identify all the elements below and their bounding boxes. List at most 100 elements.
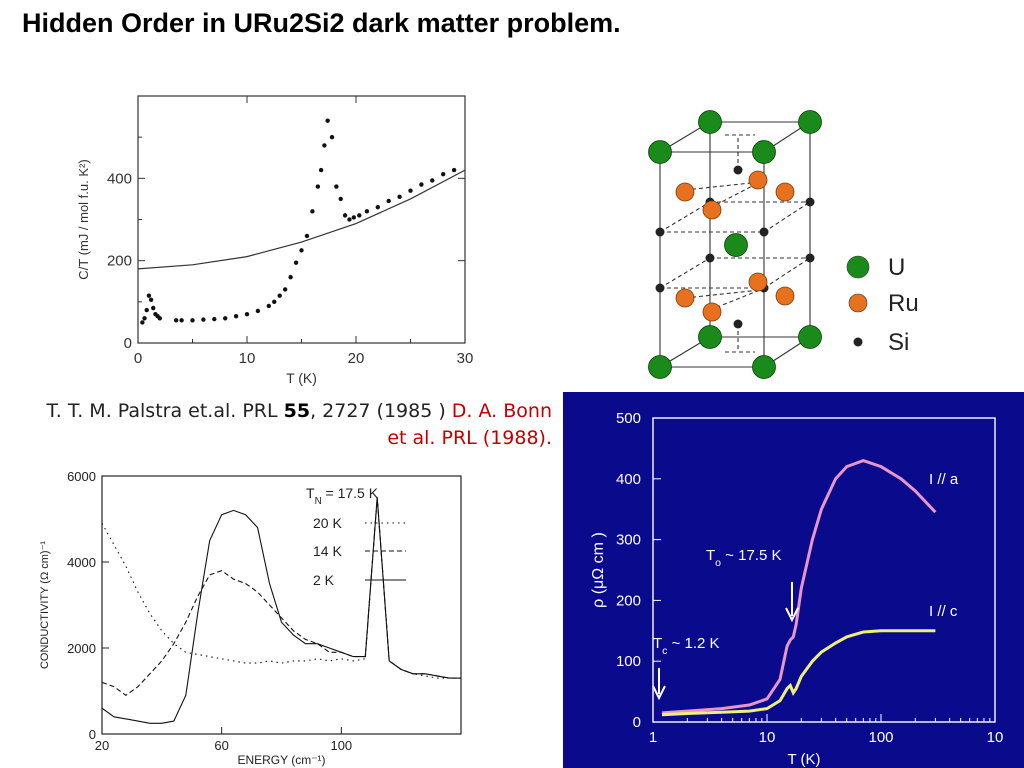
legend-label-u: U [888,254,905,281]
data-point [223,316,228,321]
y-tick-label: 0 [89,727,96,742]
data-point [282,287,288,292]
data-point [190,318,195,323]
y-tick-label: 200 [616,592,641,609]
data-point [288,274,293,280]
data-point [419,182,424,187]
data-point [315,184,321,189]
y-tick-label: 500 [616,410,641,427]
bonn-ref: D. A. Bonn et al. PRL (1988). [387,400,552,449]
data-point [179,318,184,323]
slide-title: Hidden Order in URu2Si2 dark matter prob… [22,8,621,38]
y-tick-label: 400 [616,471,641,488]
y-tick-label: 400 [107,170,132,187]
data-point [397,194,402,200]
data-point [266,303,271,309]
x-tick-label: 10 [987,729,1004,746]
y-tick-label: 6000 [67,469,96,484]
fit-curve [137,169,466,270]
legend-label: 2 K [313,572,335,588]
palstra-ref-suffix: , 2727 (1985 ) [310,400,452,422]
plane-line [659,201,711,233]
data-point [244,311,250,317]
reference-citations: T. T. M. Palstra et.al. PRL 55, 2727 (19… [24,398,552,452]
data-point [233,314,239,319]
y-tick-label: 0 [633,714,641,731]
u-atom [698,110,722,134]
ru-atom [675,288,695,308]
data-point [322,143,327,148]
chart-background [563,392,1024,768]
ru-atom [702,302,722,322]
data-point [293,260,299,265]
u-atom [752,140,776,164]
y-tick-label: 0 [124,335,132,352]
data-point [277,293,282,298]
data-point [357,213,362,218]
palstra-ref-volume: 55 [283,400,311,422]
data-point [299,248,304,253]
ru-atom [775,182,795,202]
x-tick-label: 10 [759,729,776,746]
palstra-ref-prefix: T. T. M. Palstra et.al. PRL [46,400,284,422]
series-line [101,497,461,724]
bond-line [684,289,761,299]
si-atom [733,319,743,329]
data-point [142,316,147,321]
annotation-tc: Tc ~ 1.2 K [653,635,720,657]
data-point [430,178,435,183]
si-atom [805,253,815,263]
data-point [151,305,156,311]
data-point [201,317,206,322]
legend-label-ru: Ru [888,290,919,317]
y-tick-label: 4000 [67,555,96,570]
si-atom [733,165,743,175]
u-atom [724,233,748,257]
data-point [144,307,149,313]
plot-frame [137,95,466,344]
si-atom [655,283,665,293]
series-line [661,459,937,715]
data-point [338,196,343,202]
si-atom [805,197,815,207]
data-point [325,118,330,123]
plane-line [763,201,811,233]
y-tick-label: 200 [107,253,132,270]
legend-label-si: Si [888,329,909,356]
plot-frame [652,417,996,723]
si-atom [705,253,715,263]
u-atom [698,325,722,349]
data-point [451,167,457,173]
x-tick-label: 30 [457,350,474,367]
x-tick-label: 10 [239,350,256,367]
data-point [212,316,217,322]
data-point [408,188,413,193]
legend-label: 14 K [313,543,342,559]
data-point [329,134,335,140]
legend-swatch-u [846,255,870,279]
series-label-c: I // c [929,603,958,620]
x-tick-label: 60 [214,738,228,753]
data-point [157,316,162,321]
data-point [351,215,357,220]
plane-line [763,257,811,289]
u-atom [648,355,672,379]
x-axis-label: T (K) [787,751,820,768]
bond-line [684,181,761,191]
x-tick-label: 20 [95,738,109,753]
plane-line [659,257,711,289]
x-tick-label: 20 [348,350,365,367]
ru-atom [748,170,768,190]
x-tick-label: 1 [649,729,657,746]
series-line [661,629,936,717]
u-atom [752,355,776,379]
data-point [386,198,391,204]
legend-swatch-si [853,337,863,347]
annotation-arrowhead [652,685,666,701]
data-point [310,209,315,214]
unit-cell [648,110,822,379]
annotation-arrowhead [785,607,799,623]
y-tick-label: 2000 [67,641,96,656]
series-line [101,497,461,696]
